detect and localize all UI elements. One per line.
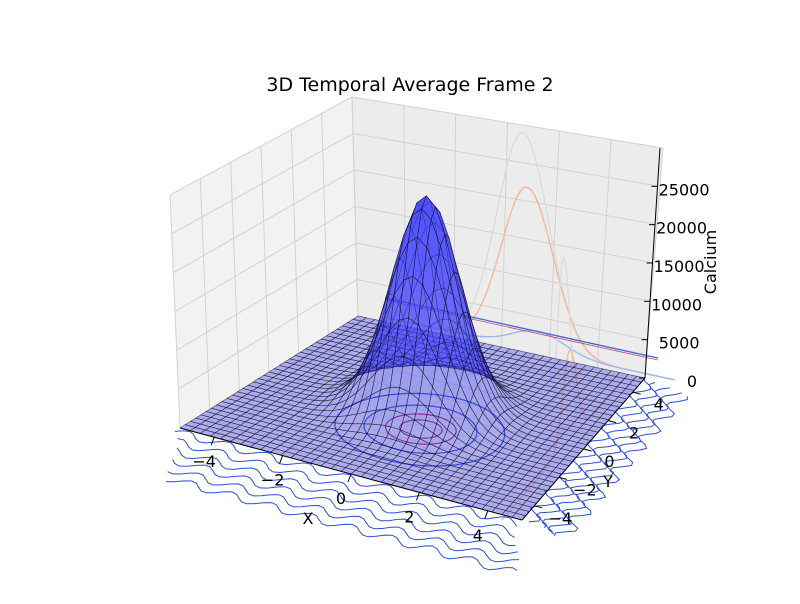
floor-contour <box>334 392 506 467</box>
z-tick-label: 20000 <box>656 219 707 238</box>
y-tick-label: −2 <box>573 480 597 499</box>
floor-contour <box>165 480 518 571</box>
floor-gridline <box>286 360 596 436</box>
floor-contour <box>174 430 518 527</box>
back-wall-gridline <box>351 96 664 149</box>
floor-contour <box>167 471 519 563</box>
y-axis-label: Y <box>602 472 613 491</box>
surface-mesh <box>179 194 646 521</box>
x-tick-mark <box>415 492 420 501</box>
z-tick-label: 10000 <box>651 295 702 314</box>
z-tick-label: 25000 <box>659 180 710 199</box>
y-tick-mark <box>534 505 543 509</box>
x-tick-label: 4 <box>473 526 483 545</box>
left-wall-gridline <box>174 206 356 312</box>
floor-contour <box>172 459 518 555</box>
left-wall-gridline <box>169 96 353 196</box>
z-tick-label: 5000 <box>659 334 700 353</box>
floor-gridline <box>304 349 609 422</box>
y-tick-mark <box>607 420 617 424</box>
y-tick-mark <box>583 448 592 452</box>
floor-gridline <box>322 337 621 407</box>
floor-contours <box>165 377 688 571</box>
floor-contour <box>547 392 683 535</box>
x-tick-mark <box>347 473 352 483</box>
floor-contour <box>177 438 515 538</box>
floor-contour <box>176 447 516 547</box>
x-tick-mark <box>484 510 489 519</box>
y-tick-mark <box>558 476 568 480</box>
left-wall-gridline <box>178 279 358 390</box>
x-tick-label: 2 <box>404 507 414 526</box>
x-axis-label: X <box>303 509 314 528</box>
y-tick-label: 0 <box>604 452 614 471</box>
floor-gridline <box>453 365 588 502</box>
x-tick-label: −2 <box>261 471 285 490</box>
y-tick-mark <box>632 391 641 395</box>
y-tick-label: 4 <box>654 395 664 414</box>
z-axis-label: Calcium <box>701 230 720 294</box>
back-wall-gridline <box>353 169 658 226</box>
left-wall-gridline <box>176 242 357 351</box>
back-wall-gridline <box>352 133 661 187</box>
y-tick-label: −4 <box>549 509 573 528</box>
floor-gridline <box>268 371 584 450</box>
floor-contour <box>541 387 670 533</box>
floor-contour <box>553 396 688 537</box>
chart-title: 3D Temporal Average Frame 2 <box>266 74 553 96</box>
x-tick-mark <box>279 455 284 464</box>
floor-contour <box>363 404 478 455</box>
y-tick-label: 2 <box>629 424 639 443</box>
floor-gridline <box>384 352 531 484</box>
z-tick-label: 0 <box>687 372 697 391</box>
floor-gridline <box>419 359 560 493</box>
floor-contour <box>535 381 657 529</box>
x-tick-label: −4 <box>192 452 216 471</box>
left-wall-gridline <box>173 169 355 274</box>
x-tick-label: 0 <box>336 489 346 508</box>
x-tick-mark <box>210 437 215 446</box>
left-wall-gridline <box>171 133 354 235</box>
z-tick-label: 15000 <box>654 257 705 276</box>
